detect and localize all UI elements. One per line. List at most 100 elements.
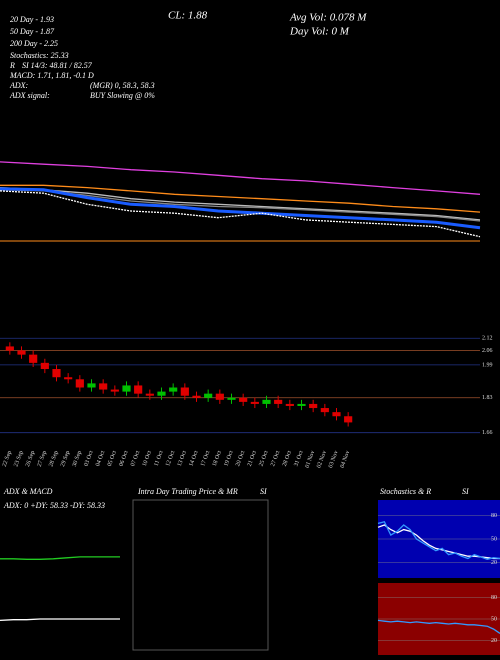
candle-body: [157, 391, 166, 396]
annotation: Stochastics: 25.33: [10, 51, 69, 60]
candle-body: [110, 389, 119, 392]
candle-body: [122, 385, 131, 392]
annotation: Avg Vol: 0.078 M: [289, 12, 367, 24]
annotation: Day Vol: 0 M: [289, 26, 350, 38]
y-tick-label: 20: [491, 638, 497, 644]
x-tick-label: 01 Nov: [305, 450, 317, 469]
x-tick-label: 13 Oct: [177, 450, 188, 468]
annotation: CL: 1.88: [168, 10, 208, 22]
y-tick-label: 1.83: [482, 395, 493, 401]
x-tick-label: 30 Sep: [72, 450, 83, 468]
annotation: R: [9, 61, 15, 70]
x-tick-label: 23 Sep: [13, 450, 24, 468]
series-line: [377, 521, 500, 560]
candle-body: [145, 393, 154, 396]
panel-title: Intra Day Trading Price & MR: [137, 487, 238, 496]
x-tick-label: 27 Oct: [270, 450, 281, 468]
x-tick-label: 02 Nov: [316, 450, 328, 469]
series-line: [0, 186, 481, 221]
candle-body: [274, 399, 283, 404]
x-tick-label: 31 Oct: [294, 450, 305, 468]
candle-body: [52, 369, 61, 378]
panel-title: ADX & MACD: [3, 487, 53, 496]
series-line: [0, 161, 481, 195]
x-tick-label: 28 Sep: [48, 450, 59, 468]
panel-title: Stochastics & R: [380, 487, 431, 496]
candle-body: [99, 383, 108, 390]
x-tick-label: 10 Oct: [142, 450, 153, 468]
x-tick-label: 20 Oct: [235, 450, 246, 468]
series-line: [0, 184, 481, 213]
series-line: [0, 618, 120, 622]
candle-body: [227, 397, 236, 400]
annotation: SI 14/3: 48.81 / 82.57: [22, 61, 93, 70]
candle-body: [169, 387, 178, 392]
candle-body: [204, 393, 213, 398]
y-tick-label: 1.66: [482, 430, 493, 436]
x-tick-label: 03 Oct: [84, 450, 95, 468]
candle-body: [215, 393, 224, 400]
series-line: [0, 190, 481, 238]
series-line: [377, 619, 500, 634]
x-tick-label: 12 Oct: [165, 450, 176, 468]
x-tick-label: 06 Oct: [119, 450, 130, 468]
x-tick-label: 04 Nov: [340, 450, 352, 469]
candle-body: [64, 377, 73, 380]
y-tick-label: 2.06: [482, 348, 493, 354]
y-tick-label: 2.12: [482, 336, 493, 342]
annotation: ADX:: [9, 81, 29, 90]
candle-body: [75, 379, 84, 388]
candle-body: [5, 346, 14, 351]
series-line: [0, 189, 481, 222]
x-tick-label: 07 Oct: [130, 450, 141, 468]
candle-body: [320, 408, 329, 413]
x-tick-label: 17 Oct: [200, 450, 211, 468]
panel-subtitle: SI: [462, 487, 469, 496]
x-tick-label: 27 Sep: [37, 450, 48, 468]
x-tick-label: 18 Oct: [212, 450, 223, 468]
x-tick-label: 04 Oct: [95, 450, 106, 468]
series-line: [0, 187, 481, 230]
x-tick-label: 05 Oct: [107, 450, 118, 468]
x-tick-label: 28 Oct: [282, 450, 293, 468]
candle-body: [40, 362, 49, 370]
annotation: ADX signal:: [9, 91, 50, 100]
candle-body: [297, 403, 306, 406]
annotation: 200 Day - 2.25: [10, 39, 58, 48]
candle-body: [29, 354, 38, 363]
candle-body: [17, 350, 26, 355]
x-tick-label: 14 Oct: [189, 450, 200, 468]
annotation: ADX: 0 +DY: 58.33 -DY: 58.33: [3, 501, 105, 510]
x-tick-label: 03 Nov: [328, 450, 340, 469]
y-tick-label: 50: [491, 536, 497, 542]
x-tick-label: 29 Sep: [60, 450, 71, 468]
candle-body: [192, 395, 201, 398]
y-tick-label: 1.99: [482, 362, 493, 368]
candle-body: [250, 401, 259, 404]
x-tick-label: 19 Oct: [224, 450, 235, 468]
x-tick-label: 26 Sep: [25, 450, 36, 468]
candle-body: [239, 397, 248, 402]
candle-body: [332, 412, 341, 417]
candle-body: [344, 416, 353, 423]
annotation: (MGR) 0, 58.3, 58.3: [90, 81, 155, 90]
y-tick-label: 20: [491, 560, 497, 566]
candle-body: [309, 403, 318, 409]
series-line: [0, 556, 120, 560]
candle-body: [180, 387, 189, 396]
y-tick-label: 50: [491, 616, 497, 622]
panel-subtitle: SI: [260, 487, 267, 496]
x-tick-label: 22 Sep: [2, 450, 13, 468]
annotation: BUY Slowing @ 0%: [90, 91, 155, 100]
x-tick-label: 11 Oct: [154, 450, 165, 467]
intraday-frame: [132, 499, 269, 651]
x-tick-label: 21 Oct: [247, 450, 258, 468]
x-tick-label: 25 Oct: [259, 450, 270, 468]
candle-body: [285, 403, 294, 406]
annotation: 50 Day - 1.87: [10, 27, 55, 36]
annotation: MACD: 1.71, 1.81, -0.1 D: [9, 71, 94, 80]
candle-body: [87, 383, 96, 388]
y-tick-label: 80: [491, 595, 497, 601]
y-tick-label: 80: [491, 513, 497, 519]
